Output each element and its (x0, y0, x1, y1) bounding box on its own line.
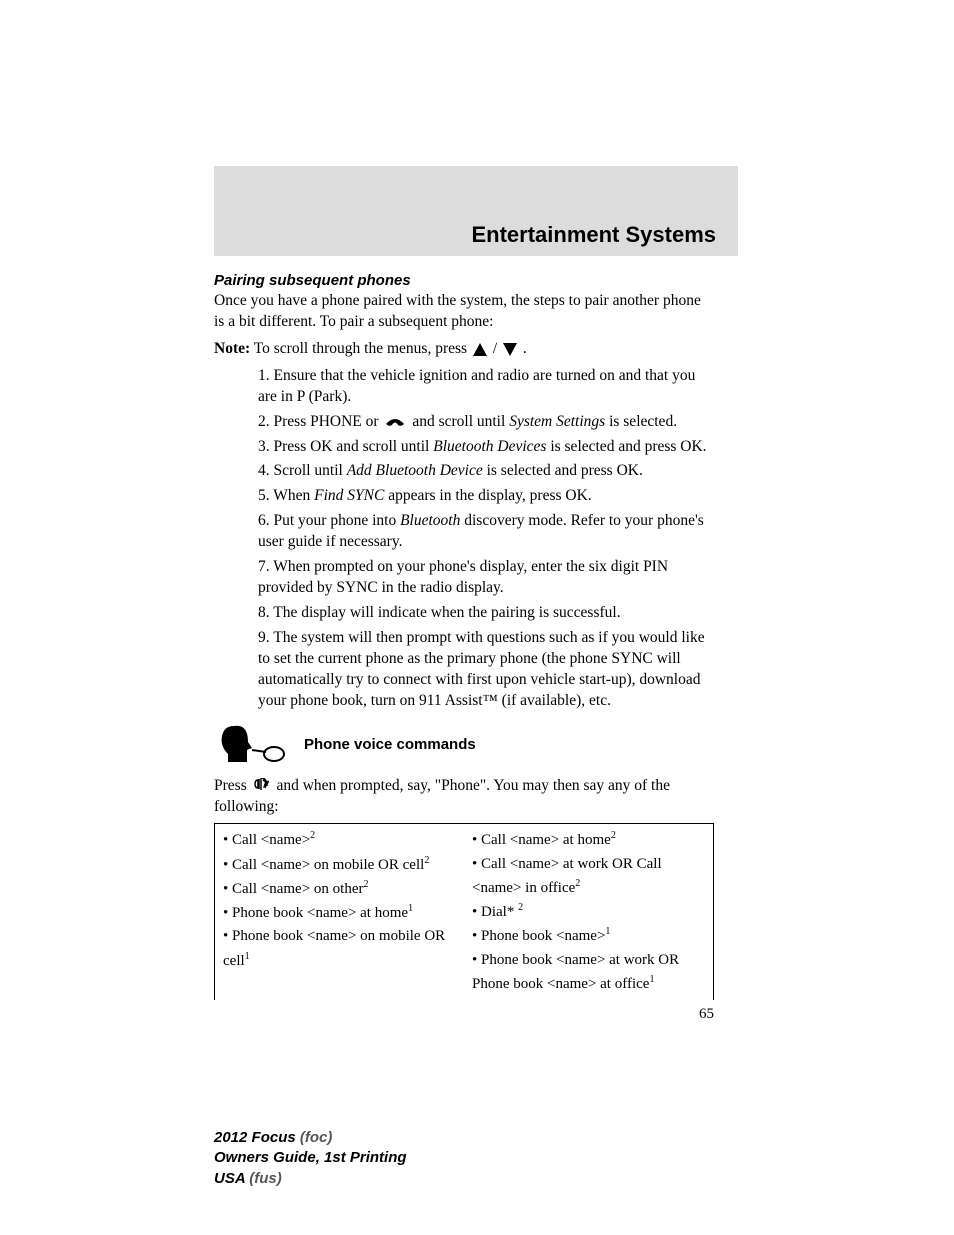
step-5a: 5. When (258, 487, 314, 504)
step-8: 8. The display will indicate when the pa… (258, 603, 714, 624)
step-5b: Find SYNC (314, 487, 384, 504)
note-sep: / (489, 340, 501, 357)
cmd-r1: • Call <name> at work OR Call <name> in … (472, 853, 707, 901)
note-before: To scroll through the menus, press (250, 340, 471, 357)
step-7: 7. When prompted on your phone's display… (258, 557, 714, 599)
press-b: and when prompted, say, "Phone". You may… (214, 777, 670, 815)
cmd-r3: • Phone book <name>1 (472, 924, 707, 948)
note-label: Note: (214, 340, 250, 357)
step-5c: appears in the display, press OK. (384, 487, 591, 504)
page-footer: 2012 Focus (foc) Owners Guide, 1st Print… (214, 1128, 407, 1189)
step-2: 2. Press PHONE or and scroll until Syste… (258, 412, 714, 433)
voice-press-line: Press and when prompted, say, "Phone". Y… (214, 776, 714, 818)
cmd-l0: • Call <name>2 (223, 828, 458, 852)
commands-column-right: • Call <name> at home2 • Call <name> at … (464, 824, 713, 1000)
step-4c: is selected and press OK. (483, 462, 643, 479)
footer-line-2: Owners Guide, 1st Printing (214, 1148, 407, 1168)
voice-commands-title: Phone voice commands (304, 736, 476, 753)
cmd-l2: • Call <name> on other2 (223, 877, 458, 901)
talking-head-icon (214, 724, 286, 766)
step-3b: Bluetooth Devices (433, 438, 546, 455)
cmd-r2: • Dial* 2 (472, 900, 707, 924)
cmd-r4: • Phone book <name> at work OR Phone boo… (472, 949, 707, 997)
note-line: Note: To scroll through the menus, press… (214, 339, 714, 360)
step-6b: Bluetooth (400, 512, 460, 529)
step-2d: is selected. (605, 413, 677, 430)
step-6: 6. Put your phone into Bluetooth discove… (258, 511, 714, 553)
step-9: 9. The system will then prompt with ques… (258, 628, 714, 712)
down-arrow-icon (503, 343, 517, 356)
page-title: Entertainment Systems (471, 222, 716, 248)
step-3a: 3. Press OK and scroll until (258, 438, 433, 455)
step-3c: is selected and press OK. (546, 438, 706, 455)
footer-line-3: USA (fus) (214, 1169, 407, 1189)
section-heading-pairing: Pairing subsequent phones (214, 272, 714, 289)
voice-button-icon (253, 778, 271, 794)
commands-column-left: • Call <name>2 • Call <name> on mobile O… (215, 824, 464, 1000)
step-4a: 4. Scroll until (258, 462, 347, 479)
note-after: . (519, 340, 527, 357)
page-content: Pairing subsequent phones Once you have … (214, 266, 714, 1023)
step-3: 3. Press OK and scroll until Bluetooth D… (258, 437, 714, 458)
step-2b: and scroll until (408, 413, 509, 430)
cmd-l3: • Phone book <name> at home1 (223, 901, 458, 925)
cmd-l4: • Phone book <name> on mobile OR cell1 (223, 925, 458, 973)
step-2a: 2. Press PHONE or (258, 413, 382, 430)
up-arrow-icon (473, 343, 487, 356)
press-a: Press (214, 777, 251, 794)
steps-list: 1. Ensure that the vehicle ignition and … (258, 366, 714, 712)
voice-commands-table: • Call <name>2 • Call <name> on mobile O… (214, 823, 714, 1000)
step-4: 4. Scroll until Add Bluetooth Device is … (258, 461, 714, 482)
step-2c: System Settings (509, 413, 605, 430)
step-5: 5. When Find SYNC appears in the display… (258, 486, 714, 507)
step-4b: Add Bluetooth Device (347, 462, 483, 479)
cmd-r0: • Call <name> at home2 (472, 828, 707, 852)
step-6a: 6. Put your phone into (258, 512, 400, 529)
phone-icon (384, 416, 406, 428)
cmd-l1: • Call <name> on mobile OR cell2 (223, 853, 458, 877)
page-header-band: Entertainment Systems (214, 166, 738, 256)
step-1: 1. Ensure that the vehicle ignition and … (258, 366, 714, 408)
page-number: 65 (214, 1006, 714, 1023)
voice-commands-header: Phone voice commands (214, 724, 714, 766)
footer-line-1: 2012 Focus (foc) (214, 1128, 407, 1148)
intro-paragraph: Once you have a phone paired with the sy… (214, 291, 714, 333)
